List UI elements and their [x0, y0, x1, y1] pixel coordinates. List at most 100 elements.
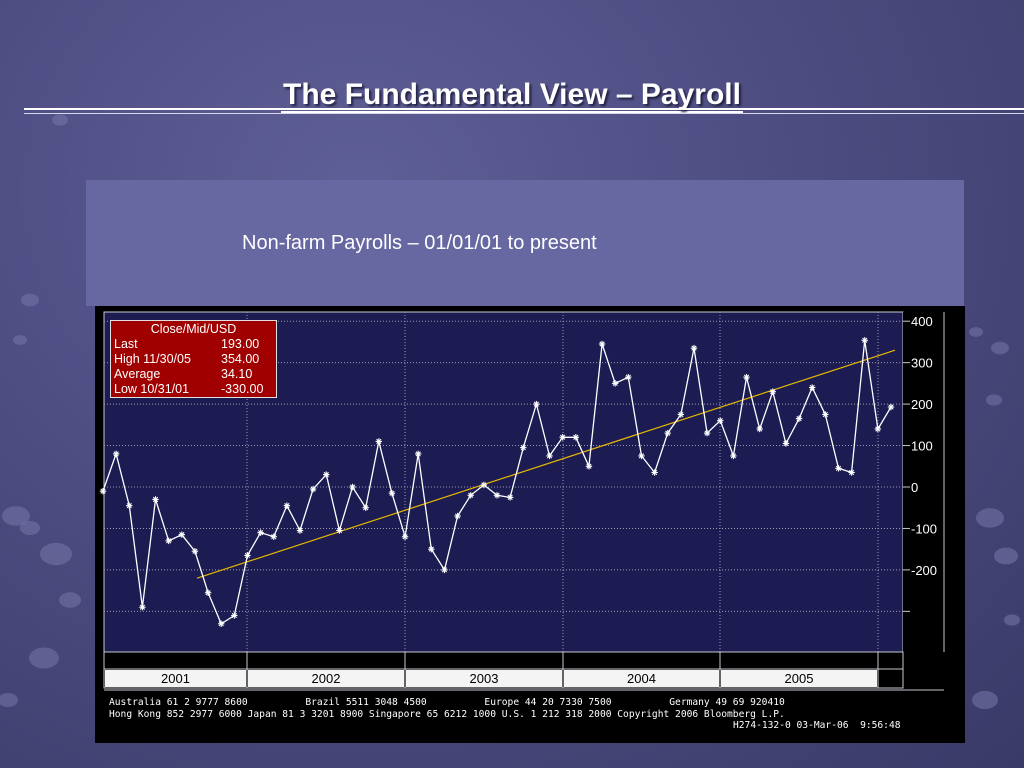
x-tick-label: 2001: [161, 671, 190, 686]
decor-bubble: [0, 693, 18, 707]
decor-bubble: [972, 690, 998, 710]
x-tick-label: 2004: [627, 671, 656, 686]
data-point: [178, 531, 185, 538]
footer-line: Hong Kong 852 2977 6000 Japan 81 3 3201 …: [109, 708, 785, 720]
data-point-stroke: [428, 546, 434, 552]
data-point-stroke: [468, 492, 474, 498]
legend-value: 354.00: [221, 352, 260, 366]
data-point: [415, 450, 422, 458]
y-tick-label: -200: [911, 563, 937, 578]
decor-bubble: [59, 592, 81, 608]
data-point-stroke: [783, 440, 789, 447]
data-point-stroke: [284, 503, 290, 509]
y-tick-label: -100: [911, 521, 937, 536]
bloomberg-chart-panel: 400 300 200 100 0 -100 -200 2001 2002 2003 2004 200…: [95, 306, 965, 743]
y-tick-label: 400: [911, 314, 933, 329]
footer-line: Australia 61 2 9777 8600 Brazil 5511 304…: [109, 697, 785, 708]
data-point-stroke: [520, 444, 526, 451]
data-point: [204, 589, 212, 596]
data-point: [296, 527, 304, 534]
data-point-stroke: [205, 590, 211, 596]
decor-bubble: [969, 327, 983, 337]
legend-value: -330.00: [221, 382, 264, 396]
data-point-stroke: [139, 604, 146, 610]
data-point-stroke: [730, 453, 737, 459]
data-point-stroke: [757, 426, 763, 432]
data-point-stroke: [651, 469, 658, 476]
data-point: [730, 452, 737, 460]
data-point-stroke: [113, 451, 119, 457]
data-point: [218, 620, 225, 627]
data-point-stroke: [152, 496, 159, 503]
data-point-stroke: [257, 529, 264, 536]
data-point-stroke: [481, 482, 487, 488]
data-point-stroke: [166, 538, 172, 544]
data-point: [874, 425, 882, 433]
data-point: [598, 340, 606, 348]
data-point: [848, 469, 855, 476]
payroll-chart: 400 300 200 100 0 -100 -200 2001 2002 2003 2004 200…: [99, 311, 945, 691]
legend-row-last: Last 193.00: [111, 337, 276, 352]
data-point: [257, 529, 264, 536]
bloomberg-footer: Australia 61 2 9777 8600 Brazil 5511 304…: [109, 697, 901, 732]
data-point-stroke: [126, 503, 132, 509]
data-point: [795, 415, 803, 422]
data-point-stroke: [297, 527, 303, 534]
decor-bubble: [13, 335, 27, 345]
data-point-stroke: [218, 621, 224, 627]
data-point: [336, 527, 343, 534]
year-label-cell: [105, 670, 246, 687]
legend-label: Last: [114, 337, 138, 351]
chart-subtitle: Non-farm Payrolls – 01/01/01 to present: [242, 232, 597, 254]
data-point: [454, 512, 461, 520]
data-point-stroke: [862, 337, 868, 343]
data-point: [533, 400, 540, 408]
data-point-stroke: [533, 401, 540, 407]
data-point: [743, 373, 750, 381]
data-point: [769, 388, 776, 395]
data-point: [270, 533, 277, 540]
data-point-stroke: [376, 438, 382, 445]
decor-bubble: [20, 521, 40, 535]
data-point-stroke: [323, 471, 329, 478]
legend-value: 34.10: [221, 367, 253, 381]
data-point: [861, 337, 868, 344]
data-point: [612, 380, 619, 387]
data-point-stroke: [336, 527, 343, 534]
data-point: [782, 440, 790, 447]
data-point: [703, 429, 711, 437]
data-point-stroke: [822, 411, 828, 418]
data-point-stroke: [244, 552, 251, 559]
data-point-stroke: [599, 341, 605, 347]
stats-legend: Close/Mid/USD Last 193.00 High 11/30/05 …: [110, 320, 277, 398]
data-point-stroke: [231, 612, 237, 619]
data-point-stroke: [573, 434, 579, 440]
data-point-stroke: [888, 404, 894, 410]
data-point: [506, 494, 514, 501]
legend-label: Low 10/31/01: [114, 382, 190, 396]
data-point: [546, 452, 553, 460]
data-point: [651, 469, 658, 476]
data-point-stroke: [441, 567, 448, 573]
data-point: [638, 452, 645, 460]
data-point: [625, 373, 632, 381]
data-point: [493, 492, 501, 499]
y-axis-band: [903, 312, 944, 652]
legend-label: High 11/30/05: [114, 352, 191, 366]
data-point-stroke: [271, 534, 277, 540]
year-label-cell: [406, 670, 562, 687]
decor-bubble: [994, 547, 1018, 565]
data-point-stroke: [704, 430, 710, 436]
data-point: [585, 463, 593, 470]
data-point-stroke: [310, 486, 316, 492]
data-point-stroke: [691, 345, 697, 351]
data-point: [165, 537, 172, 545]
data-point-stroke: [454, 513, 461, 519]
subtitle-panel: [86, 180, 964, 306]
data-point: [401, 533, 409, 540]
legend-row-low: Low 10/31/01 -330.00: [111, 382, 276, 397]
legend-row-high: High 11/30/05 354.00: [111, 352, 276, 367]
data-point: [835, 465, 842, 472]
x-tick-label: 2002: [312, 671, 341, 686]
y-tick-label: 100: [911, 439, 933, 454]
